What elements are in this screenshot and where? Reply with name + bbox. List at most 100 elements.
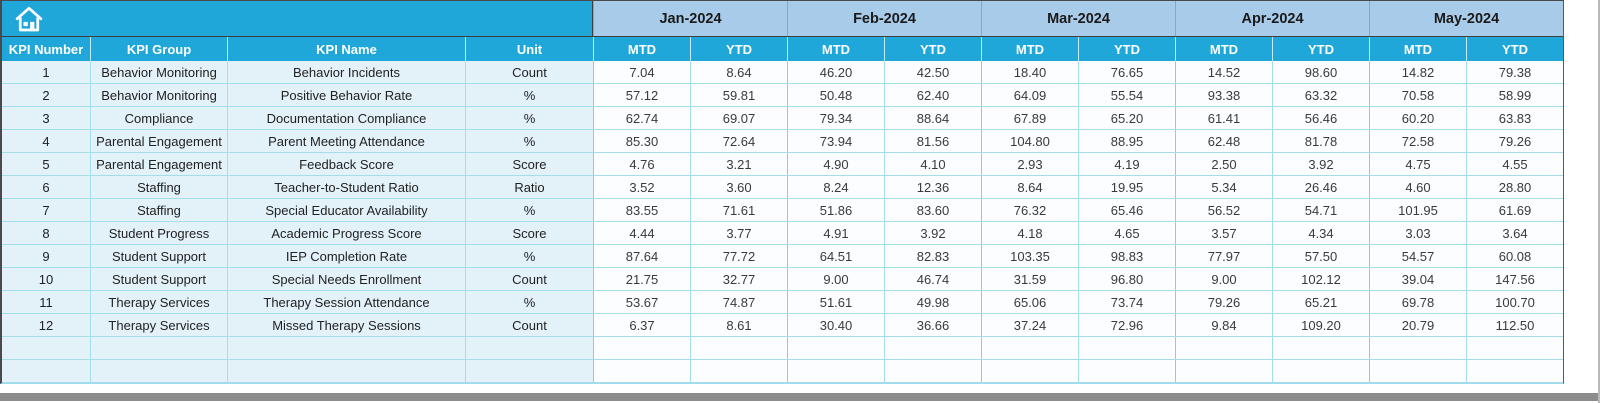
cell-kpi-group[interactable]: Staffing [90,199,227,221]
cell-value[interactable]: 3.92 [884,222,981,244]
cell-value[interactable]: 39.04 [1369,268,1466,290]
cell-value[interactable]: 20.79 [1369,314,1466,336]
period-header-cell[interactable]: YTD [884,37,981,61]
cell-kpi-number[interactable]: 9 [2,245,90,267]
cell-unit[interactable]: Count [465,314,593,336]
cell-value[interactable]: 76.32 [981,199,1078,221]
cell-value[interactable]: 79.34 [787,107,884,129]
cell-value[interactable]: 72.58 [1369,130,1466,152]
cell-value[interactable]: 65.20 [1078,107,1175,129]
month-header-cell[interactable]: Jan-2024 [593,1,787,36]
cell-value[interactable]: 32.77 [690,268,787,290]
cell-value[interactable]: 3.64 [1466,222,1563,244]
cell-value[interactable]: 14.82 [1369,61,1466,83]
cell-value[interactable] [884,360,981,382]
cell-kpi-name[interactable]: Behavior Incidents [227,61,465,83]
period-header-cell[interactable]: YTD [1078,37,1175,61]
period-header-cell[interactable]: YTD [1466,37,1563,61]
cell-value[interactable] [787,360,884,382]
cell-value[interactable]: 4.91 [787,222,884,244]
cell-value[interactable]: 83.60 [884,199,981,221]
cell-unit[interactable]: % [465,199,593,221]
cell-value[interactable]: 62.48 [1175,130,1272,152]
cell-value[interactable]: 3.57 [1175,222,1272,244]
cell-kpi-group[interactable]: Student Support [90,268,227,290]
cell-value[interactable] [1272,337,1369,359]
cell-value[interactable]: 69.78 [1369,291,1466,313]
cell-value[interactable] [787,337,884,359]
period-header-cell[interactable]: MTD [593,37,690,61]
cell-value[interactable]: 56.52 [1175,199,1272,221]
cell-value[interactable]: 54.71 [1272,199,1369,221]
cell-kpi-name[interactable]: IEP Completion Rate [227,245,465,267]
cell-kpi-group[interactable]: Student Progress [90,222,227,244]
cell-kpi-group[interactable] [90,337,227,359]
cell-value[interactable]: 8.24 [787,176,884,198]
cell-value[interactable] [1466,337,1563,359]
cell-value[interactable]: 62.40 [884,84,981,106]
cell-unit[interactable]: % [465,291,593,313]
cell-value[interactable]: 4.60 [1369,176,1466,198]
cell-value[interactable]: 57.12 [593,84,690,106]
cell-value[interactable]: 3.92 [1272,153,1369,175]
cell-value[interactable]: 4.76 [593,153,690,175]
cell-kpi-name[interactable]: Special Educator Availability [227,199,465,221]
cell-value[interactable]: 101.95 [1369,199,1466,221]
cell-value[interactable]: 12.36 [884,176,981,198]
cell-value[interactable] [593,360,690,382]
cell-value[interactable]: 147.56 [1466,268,1563,290]
column-header-cell[interactable]: KPI Group [90,37,227,61]
cell-value[interactable]: 36.66 [884,314,981,336]
cell-kpi-group[interactable]: Therapy Services [90,314,227,336]
cell-value[interactable]: 59.81 [690,84,787,106]
cell-value[interactable]: 58.99 [1466,84,1563,106]
cell-kpi-group[interactable] [90,360,227,382]
cell-value[interactable]: 3.21 [690,153,787,175]
cell-value[interactable]: 21.75 [593,268,690,290]
cell-value[interactable]: 9.00 [787,268,884,290]
cell-value[interactable]: 61.69 [1466,199,1563,221]
cell-value[interactable]: 100.70 [1466,291,1563,313]
cell-value[interactable]: 79.38 [1466,61,1563,83]
period-header-cell[interactable]: MTD [1369,37,1466,61]
cell-kpi-name[interactable]: Documentation Compliance [227,107,465,129]
cell-value[interactable]: 6.37 [593,314,690,336]
cell-unit[interactable]: Score [465,153,593,175]
cell-value[interactable]: 74.87 [690,291,787,313]
cell-value[interactable]: 9.00 [1175,268,1272,290]
cell-value[interactable]: 14.52 [1175,61,1272,83]
cell-value[interactable]: 50.48 [787,84,884,106]
cell-unit[interactable]: Score [465,222,593,244]
cell-value[interactable]: 82.83 [884,245,981,267]
cell-value[interactable]: 72.64 [690,130,787,152]
cell-value[interactable]: 69.07 [690,107,787,129]
cell-value[interactable]: 3.52 [593,176,690,198]
cell-value[interactable]: 4.18 [981,222,1078,244]
cell-value[interactable]: 104.80 [981,130,1078,152]
cell-value[interactable]: 60.20 [1369,107,1466,129]
period-header-cell[interactable]: MTD [787,37,884,61]
period-header-cell[interactable]: YTD [1272,37,1369,61]
cell-value[interactable] [1175,337,1272,359]
cell-value[interactable]: 7.04 [593,61,690,83]
cell-value[interactable]: 4.34 [1272,222,1369,244]
cell-value[interactable] [1175,360,1272,382]
column-header-cell[interactable]: KPI Name [227,37,465,61]
cell-value[interactable] [884,337,981,359]
horizontal-scrollbar[interactable] [0,393,1598,401]
cell-kpi-group[interactable]: Therapy Services [90,291,227,313]
cell-value[interactable]: 19.95 [1078,176,1175,198]
cell-value[interactable]: 51.86 [787,199,884,221]
cell-unit[interactable]: Count [465,268,593,290]
cell-value[interactable]: 109.20 [1272,314,1369,336]
cell-kpi-group[interactable]: Compliance [90,107,227,129]
cell-value[interactable] [1272,360,1369,382]
cell-kpi-name[interactable]: Parent Meeting Attendance [227,130,465,152]
cell-value[interactable]: 81.78 [1272,130,1369,152]
cell-value[interactable]: 2.50 [1175,153,1272,175]
cell-value[interactable]: 63.83 [1466,107,1563,129]
cell-value[interactable] [981,337,1078,359]
cell-value[interactable]: 4.19 [1078,153,1175,175]
cell-value[interactable]: 73.94 [787,130,884,152]
cell-value[interactable] [1078,337,1175,359]
